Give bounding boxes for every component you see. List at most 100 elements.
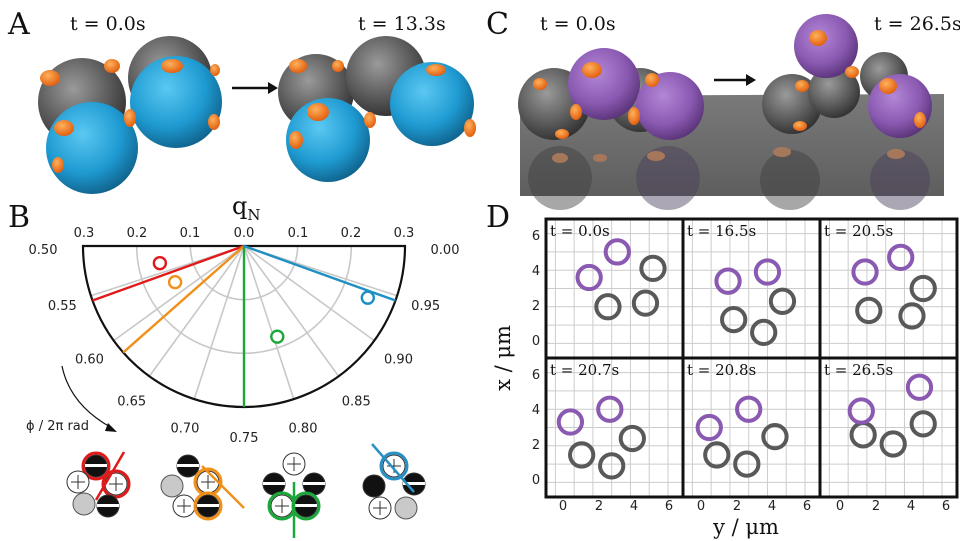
particle-purple bbox=[905, 373, 934, 401]
purple-sphere bbox=[794, 14, 858, 78]
patch bbox=[289, 59, 307, 73]
particle-gray bbox=[733, 450, 761, 478]
d-x-ticks: 0 2 4 6 0 2 4 6 0 2 4 6 bbox=[559, 499, 950, 514]
panel-a-time-end: t = 13.3s bbox=[358, 13, 446, 35]
particle-gray bbox=[879, 430, 907, 458]
patch bbox=[845, 66, 859, 78]
frame-time: t = 20.5s bbox=[824, 222, 893, 240]
polar-point-green bbox=[270, 329, 285, 344]
panel-a-cluster-start bbox=[38, 36, 222, 194]
polar-spoke bbox=[113, 245, 245, 342]
particle-gray bbox=[594, 293, 622, 321]
particle-gray bbox=[761, 423, 789, 451]
panel-c: C t = 0.0s t = 26.5s bbox=[486, 7, 960, 210]
panel-b: B qN 0.3 0.2 0.1 0.0 0.1 0.2 0.3 0.500.5… bbox=[8, 192, 459, 538]
particle-gray bbox=[849, 421, 877, 449]
particle-gray bbox=[720, 305, 748, 334]
polar-data bbox=[92, 244, 396, 407]
floor-reflections bbox=[528, 146, 930, 210]
x-tick: 2 bbox=[733, 499, 741, 514]
pentamer-schematic-red bbox=[66, 451, 131, 518]
bond-axis-amber bbox=[201, 465, 245, 509]
y-tick: 0 bbox=[532, 334, 540, 349]
qn-axis-title: qN bbox=[232, 192, 261, 224]
frame-time: t = 20.8s bbox=[687, 361, 756, 379]
panel-a: A t = 0.0s t = 13.3s bbox=[7, 7, 476, 194]
y-tick: 6 bbox=[532, 368, 540, 383]
particle-gray bbox=[909, 410, 937, 438]
radial-tick-label: 0.0 bbox=[234, 226, 255, 241]
particle-gray bbox=[568, 441, 596, 469]
patch bbox=[54, 120, 74, 136]
polar-spoke bbox=[243, 245, 375, 342]
polar-spoke bbox=[243, 245, 295, 400]
purple-sphere bbox=[636, 72, 704, 140]
bond-axis-blue bbox=[371, 443, 415, 493]
angular-tick-label: 0.00 bbox=[431, 243, 460, 258]
particle-gray bbox=[631, 289, 660, 317]
pentamer-schematic-amber bbox=[160, 454, 245, 521]
purple-sphere bbox=[868, 74, 932, 138]
y-tick: 2 bbox=[532, 299, 540, 314]
patch bbox=[426, 64, 446, 76]
patch bbox=[645, 73, 659, 87]
y-tick: 4 bbox=[532, 403, 540, 418]
patch bbox=[364, 112, 376, 128]
particle-purple bbox=[556, 408, 585, 436]
polar-point-red bbox=[152, 255, 168, 271]
x-tick: 6 bbox=[665, 499, 673, 514]
x-tick: 2 bbox=[872, 499, 880, 514]
radial-tick-label: 0.3 bbox=[394, 226, 415, 241]
radial-tick-label: 0.3 bbox=[74, 226, 95, 241]
angular-tick-label: 0.60 bbox=[75, 352, 104, 367]
y-tick: 4 bbox=[532, 264, 540, 279]
frame-time: t = 20.7s bbox=[550, 361, 619, 379]
panel-c-letter: C bbox=[486, 7, 509, 42]
patch bbox=[289, 131, 303, 149]
polar-outline bbox=[81, 244, 407, 409]
blue-sphere bbox=[390, 62, 474, 146]
x-tick: 6 bbox=[942, 499, 950, 514]
polar-point-blue bbox=[360, 290, 375, 305]
x-tick: 4 bbox=[768, 499, 776, 514]
polar-spoke bbox=[193, 245, 245, 400]
bond-axis-red bbox=[94, 451, 126, 501]
patch bbox=[161, 59, 183, 73]
x-tick: 0 bbox=[559, 499, 567, 514]
particle-purple bbox=[695, 413, 723, 442]
angular-tick-label: 0.65 bbox=[117, 395, 146, 410]
tracking-frames: t = 0.0s t = 16.5s t = 20.5s t = 20.7s t = 2… bbox=[544, 217, 959, 499]
d-ylabel: x / μm bbox=[491, 325, 515, 391]
particle-purple bbox=[851, 258, 879, 286]
particle-purple bbox=[603, 238, 631, 266]
gray-particle bbox=[394, 496, 418, 520]
angular-tick-label: 0.85 bbox=[342, 395, 371, 410]
blue-sphere bbox=[286, 98, 370, 182]
patch bbox=[40, 70, 60, 86]
x-tick: 4 bbox=[630, 499, 638, 514]
black-particle bbox=[362, 474, 386, 498]
particle-gray bbox=[598, 452, 626, 480]
panel-c-time-end: t = 26.5s bbox=[874, 13, 960, 35]
angular-tick-label: 0.70 bbox=[171, 422, 200, 437]
patch bbox=[208, 114, 220, 130]
x-tick: 0 bbox=[697, 499, 705, 514]
polar-direction-line bbox=[92, 244, 245, 302]
angular-tick-label: 0.55 bbox=[48, 299, 77, 314]
radial-tick-label: 0.1 bbox=[288, 226, 309, 241]
panel-a-cluster-end bbox=[278, 36, 476, 182]
x-tick: 0 bbox=[836, 499, 844, 514]
d-y-ticks-top: 0 2 4 6 bbox=[532, 229, 540, 349]
y-tick: 0 bbox=[532, 473, 540, 488]
particle-gray bbox=[898, 302, 926, 330]
particle-purple bbox=[714, 267, 742, 295]
patch bbox=[124, 109, 136, 127]
polar-spoke bbox=[243, 245, 340, 377]
y-tick: 2 bbox=[532, 438, 540, 453]
gray-particle bbox=[160, 474, 184, 498]
angular-tick-label: 0.50 bbox=[29, 243, 58, 258]
panel-b-letter: B bbox=[8, 200, 30, 235]
blue-sphere bbox=[130, 56, 222, 148]
panel-c-time-start: t = 0.0s bbox=[540, 13, 616, 35]
